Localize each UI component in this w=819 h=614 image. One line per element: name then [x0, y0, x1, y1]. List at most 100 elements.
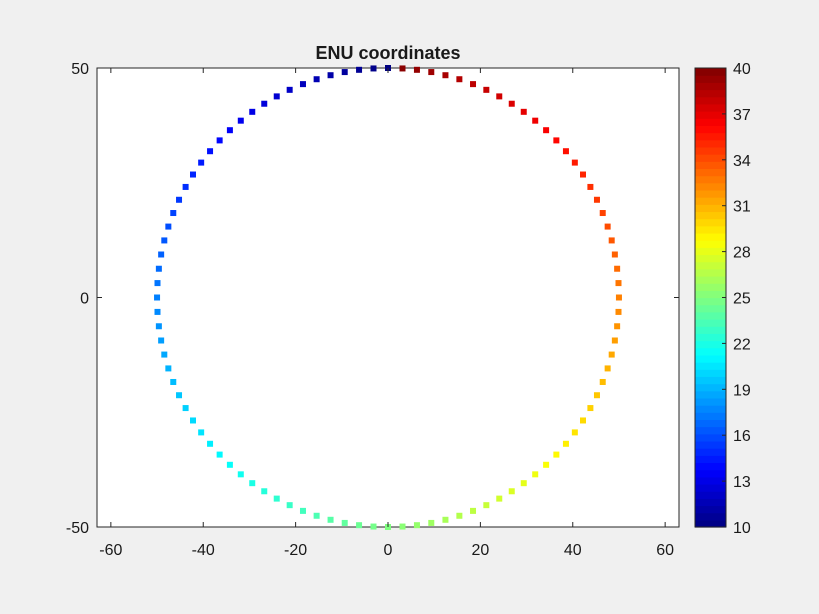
- data-point: [532, 471, 539, 478]
- colorbar-tick-label: 31: [733, 199, 751, 216]
- data-point: [428, 519, 435, 526]
- colorbar-segment: [695, 433, 726, 442]
- data-point: [216, 137, 223, 144]
- data-point: [176, 196, 183, 203]
- colorbar-segment: [695, 340, 726, 349]
- colorbar-segment: [695, 347, 726, 356]
- data-point: [190, 171, 196, 178]
- data-markers: [154, 65, 622, 530]
- data-point: [442, 516, 449, 523]
- colorbar-tick-label: 13: [733, 474, 751, 491]
- colorbar-segment: [695, 390, 726, 399]
- colorbar-segment: [695, 290, 726, 299]
- data-point: [249, 108, 256, 115]
- colorbar-segment: [695, 326, 726, 334]
- colorbar: 10 13 16 19 22 25 28 31 34 37 40: [694, 61, 751, 537]
- data-point: [456, 76, 463, 83]
- colorbar-segment: [695, 82, 726, 91]
- data-point: [313, 512, 320, 519]
- colorbar-segment: [695, 96, 726, 105]
- colorbar-segment: [695, 197, 726, 205]
- colorbar-segment: [695, 232, 726, 241]
- colorbar-segment: [695, 440, 726, 449]
- data-point: [520, 108, 527, 115]
- data-point: [520, 480, 527, 487]
- data-point: [614, 323, 621, 330]
- colorbar-segment: [695, 247, 726, 256]
- data-point: [543, 461, 550, 468]
- colorbar-segment: [695, 225, 726, 234]
- colorbar-segment: [695, 476, 726, 485]
- data-point: [370, 523, 377, 530]
- data-point: [273, 93, 280, 100]
- data-point: [496, 495, 503, 502]
- data-point: [608, 351, 615, 358]
- colorbar-segment: [695, 268, 726, 277]
- data-point: [413, 522, 420, 529]
- colorbar-segment: [695, 448, 726, 456]
- colorbar-segment: [695, 505, 726, 514]
- plot-area: [96, 67, 680, 528]
- colorbar-segment: [695, 333, 726, 342]
- x-tick-label: 40: [564, 542, 582, 559]
- colorbar-segment: [695, 412, 726, 421]
- data-point: [587, 405, 594, 412]
- colorbar-segment: [695, 68, 726, 76]
- colorbar-tick-label: 22: [733, 336, 751, 353]
- colorbar-segment: [695, 125, 726, 134]
- data-point: [508, 488, 515, 495]
- colorbar-segment: [695, 483, 726, 492]
- data-point: [170, 378, 177, 385]
- data-point: [341, 519, 348, 526]
- colorbar-segment: [695, 168, 726, 177]
- colorbar-segment: [695, 519, 726, 528]
- data-point: [237, 117, 244, 124]
- y-axis: -50 0 50: [66, 61, 679, 537]
- y-tick-label: 50: [71, 61, 89, 78]
- data-point: [155, 323, 162, 330]
- colorbar-segment: [695, 154, 726, 162]
- data-point: [456, 512, 463, 519]
- colorbar-segment: [695, 139, 726, 148]
- data-point: [399, 65, 406, 72]
- colorbar-segment: [695, 383, 726, 392]
- data-point: [562, 148, 569, 155]
- data-point: [170, 210, 177, 217]
- data-point: [428, 69, 435, 76]
- colorbar-segment: [695, 498, 726, 507]
- data-point: [161, 351, 168, 358]
- data-point: [249, 480, 256, 487]
- data-point: [154, 280, 161, 287]
- data-point: [341, 69, 348, 76]
- data-point: [413, 66, 420, 73]
- colorbar-tick-label: 37: [733, 107, 751, 124]
- chart-title: ENU coordinates: [315, 43, 460, 63]
- x-tick-label: -40: [192, 542, 215, 559]
- colorbar-segment: [695, 254, 726, 263]
- data-point: [483, 502, 490, 509]
- data-point: [608, 237, 615, 244]
- colorbar-tick-label: 28: [733, 245, 751, 262]
- data-point: [190, 417, 196, 424]
- data-point: [543, 127, 550, 134]
- data-point: [614, 265, 621, 272]
- data-point: [158, 337, 165, 344]
- colorbar-tick-label: 19: [733, 382, 751, 399]
- data-point: [299, 81, 306, 88]
- colorbar-segment: [695, 132, 726, 141]
- colorbar-segment: [695, 397, 726, 406]
- data-point: [532, 117, 539, 124]
- colorbar-segment: [695, 146, 726, 155]
- data-point: [155, 265, 162, 272]
- colorbar-segment: [695, 89, 726, 98]
- colorbar-segment: [695, 182, 726, 191]
- colorbar-segment: [695, 283, 726, 291]
- data-point: [226, 127, 233, 134]
- data-point: [313, 76, 320, 83]
- data-point: [604, 365, 611, 372]
- data-point: [593, 392, 600, 399]
- colorbar-segment: [695, 218, 726, 227]
- colorbar-segment: [695, 240, 726, 248]
- colorbar-segment: [695, 455, 726, 464]
